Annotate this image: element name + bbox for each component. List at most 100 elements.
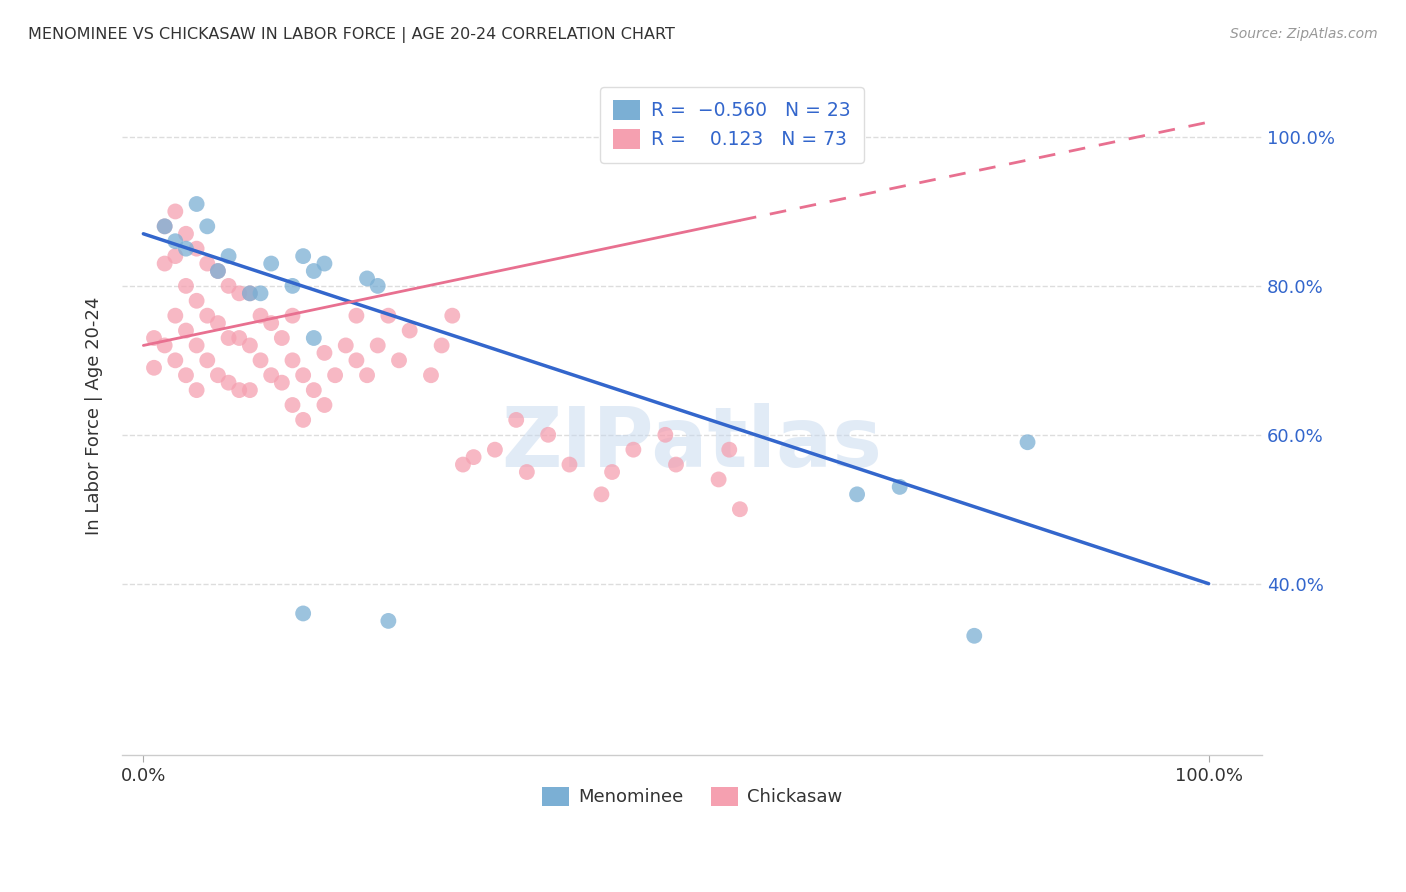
Point — [207, 368, 229, 383]
Point — [186, 242, 208, 256]
Point — [302, 331, 325, 345]
Point — [292, 249, 315, 263]
Point — [463, 450, 485, 464]
Text: ZIPatlas: ZIPatlas — [502, 403, 883, 483]
Point — [165, 309, 187, 323]
Point — [165, 204, 187, 219]
Text: Source: ZipAtlas.com: Source: ZipAtlas.com — [1230, 27, 1378, 41]
Point — [239, 286, 262, 301]
Point — [195, 309, 218, 323]
Point — [228, 383, 250, 397]
Point — [281, 279, 304, 293]
Point — [174, 324, 197, 338]
Point — [165, 353, 187, 368]
Point — [281, 353, 304, 368]
Point — [270, 376, 292, 390]
Point — [195, 256, 218, 270]
Point — [174, 279, 197, 293]
Point — [314, 398, 336, 412]
Point — [430, 338, 453, 352]
Point — [260, 368, 283, 383]
Point — [963, 629, 986, 643]
Point — [270, 331, 292, 345]
Point — [260, 256, 283, 270]
Point — [228, 286, 250, 301]
Point — [207, 264, 229, 278]
Text: MENOMINEE VS CHICKASAW IN LABOR FORCE | AGE 20-24 CORRELATION CHART: MENOMINEE VS CHICKASAW IN LABOR FORCE | … — [28, 27, 675, 43]
Point — [174, 368, 197, 383]
Point — [239, 286, 262, 301]
Point — [207, 264, 229, 278]
Point — [195, 219, 218, 234]
Point — [728, 502, 751, 516]
Point — [292, 413, 315, 427]
Point — [195, 353, 218, 368]
Point — [186, 338, 208, 352]
Point — [153, 219, 176, 234]
Point — [314, 256, 336, 270]
Point — [186, 197, 208, 211]
Point — [537, 427, 560, 442]
Point — [207, 316, 229, 330]
Point — [654, 427, 676, 442]
Point — [367, 279, 389, 293]
Point — [344, 353, 367, 368]
Point — [377, 614, 399, 628]
Point — [249, 286, 271, 301]
Point — [314, 346, 336, 360]
Point — [260, 316, 283, 330]
Point — [591, 487, 613, 501]
Point — [451, 458, 474, 472]
Point — [143, 360, 166, 375]
Point — [249, 353, 271, 368]
Point — [889, 480, 911, 494]
Point — [398, 324, 420, 338]
Point — [420, 368, 443, 383]
Point — [292, 368, 315, 383]
Point — [239, 383, 262, 397]
Point — [218, 249, 240, 263]
Point — [621, 442, 644, 457]
Point — [218, 279, 240, 293]
Point — [143, 331, 166, 345]
Point — [153, 256, 176, 270]
Point — [846, 487, 869, 501]
Point — [249, 309, 271, 323]
Point — [344, 309, 367, 323]
Point — [1017, 435, 1039, 450]
Y-axis label: In Labor Force | Age 20-24: In Labor Force | Age 20-24 — [86, 297, 103, 535]
Point — [707, 473, 730, 487]
Point — [302, 264, 325, 278]
Point — [323, 368, 346, 383]
Point — [335, 338, 357, 352]
Point — [388, 353, 411, 368]
Point — [441, 309, 464, 323]
Legend: Menominee, Chickasaw: Menominee, Chickasaw — [534, 780, 849, 814]
Point — [153, 338, 176, 352]
Point — [186, 293, 208, 308]
Point — [292, 607, 315, 621]
Point — [153, 219, 176, 234]
Point — [505, 413, 527, 427]
Point — [356, 368, 378, 383]
Point — [281, 398, 304, 412]
Point — [718, 442, 741, 457]
Point — [165, 249, 187, 263]
Point — [218, 331, 240, 345]
Point — [516, 465, 538, 479]
Point — [558, 458, 581, 472]
Point — [484, 442, 506, 457]
Point — [239, 338, 262, 352]
Point — [174, 227, 197, 241]
Point — [377, 309, 399, 323]
Point — [600, 465, 623, 479]
Point — [356, 271, 378, 285]
Point — [281, 309, 304, 323]
Point — [367, 338, 389, 352]
Point — [165, 234, 187, 248]
Point — [218, 376, 240, 390]
Point — [186, 383, 208, 397]
Point — [174, 242, 197, 256]
Point — [302, 383, 325, 397]
Point — [228, 331, 250, 345]
